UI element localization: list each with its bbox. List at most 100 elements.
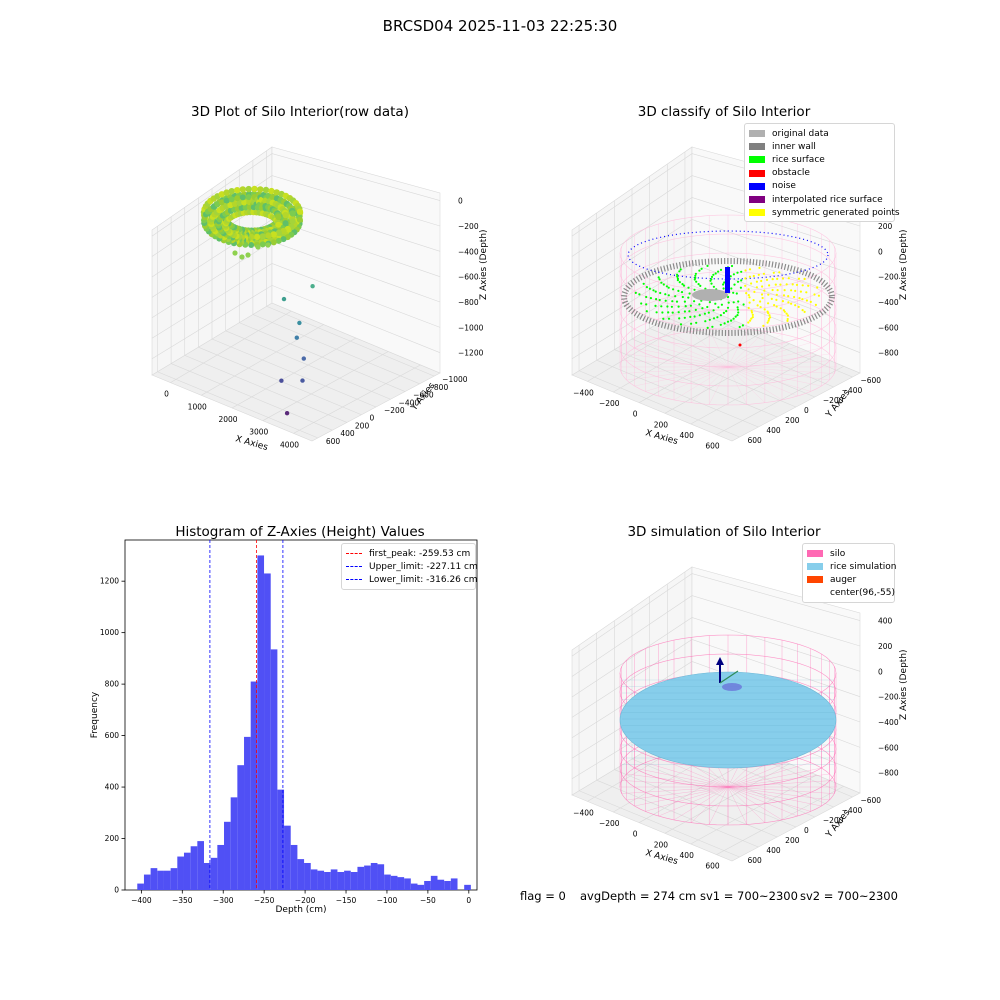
sim-x-tick-label: 0 — [633, 830, 638, 839]
legend-item-obstacle: obstacle — [749, 167, 889, 180]
histogram-bar — [390, 875, 398, 890]
surface-point — [694, 272, 697, 275]
surface-point — [726, 306, 730, 309]
legend-item-silo: silo — [807, 547, 889, 560]
sim-z-tick-label: 200 — [878, 642, 893, 651]
surface-point — [671, 300, 674, 303]
histogram-bar — [217, 844, 225, 890]
surface-point — [683, 310, 686, 313]
sim-silo-spoke — [727, 757, 798, 788]
histogram-x-tick-label: −400 — [131, 896, 152, 905]
raw-y-tick-label: 200 — [355, 421, 370, 430]
surface-point — [763, 308, 766, 311]
cloud-point — [239, 254, 245, 260]
histogram-bars — [137, 555, 471, 891]
surface-point — [747, 306, 750, 310]
surface-point — [771, 278, 774, 281]
surface-point — [781, 277, 785, 280]
surface-point — [712, 317, 716, 320]
histogram-x-tick-label: −350 — [172, 896, 193, 905]
surface-point — [659, 291, 662, 295]
cls-y-tick-label: 0 — [804, 406, 809, 415]
histogram-bar — [190, 846, 198, 890]
cls-z-tick-label: −800 — [878, 349, 899, 358]
histogram-bar — [244, 736, 251, 891]
surface-point — [799, 290, 802, 293]
histogram-bar — [310, 869, 318, 890]
histogram-bar — [417, 884, 425, 890]
original-data-patch — [692, 289, 728, 301]
silo-simulation — [619, 634, 837, 826]
simulation-plot-title: 3D simulation of Silo Interior — [627, 524, 821, 540]
surface-point — [678, 281, 681, 284]
histogram-bar — [257, 555, 265, 890]
sv2-text: sv2 = 700~2300 — [800, 889, 898, 903]
cls-silo-spoke — [727, 366, 811, 392]
cls-silo-spoke — [658, 366, 729, 397]
outlier-point — [294, 335, 299, 340]
surface-point — [676, 273, 679, 276]
histogram-bar — [410, 883, 418, 890]
surface-point — [698, 269, 701, 272]
histogram-bar — [324, 871, 331, 890]
legend-item-lower-limit: Lower_limit: -316.26 cm — [346, 573, 477, 586]
surface-point — [787, 295, 790, 298]
cloud-point — [275, 237, 282, 244]
cloud-point — [245, 185, 252, 193]
sim-z-gridline — [571, 595, 861, 677]
sim-silo-spoke — [727, 786, 783, 821]
surface-point — [694, 274, 697, 277]
histogram-reference-lines — [209, 540, 284, 890]
noise-column — [725, 267, 730, 293]
cloud-point — [275, 213, 282, 220]
surface-point — [667, 294, 670, 297]
raw-z-tick-label: −800 — [458, 298, 479, 307]
sim-y-tick-label: 400 — [766, 846, 781, 855]
surface-point — [738, 325, 741, 329]
rice-simulation-surface — [619, 671, 837, 769]
raw-y-tick-label: −400 — [399, 398, 420, 407]
raw-plot-title: 3D Plot of Silo Interior(row data) — [191, 104, 409, 120]
histogram-bar — [197, 841, 204, 890]
histogram-bar — [177, 856, 184, 890]
histogram-bar — [137, 883, 144, 890]
surface-point — [708, 318, 711, 321]
surface-point — [698, 314, 701, 317]
cloud-point — [231, 201, 238, 207]
cls-silo-spoke — [645, 366, 729, 392]
sim-z-gridline — [571, 573, 861, 657]
simulation-legend: silo rice simulation auger center(96,-55… — [802, 543, 896, 603]
surface-point — [712, 285, 715, 288]
surface-point — [763, 289, 766, 292]
surface-point — [672, 288, 675, 291]
surface-point — [722, 311, 725, 314]
cls-y-tick-label: 200 — [785, 416, 800, 425]
surface-point — [717, 270, 720, 273]
sim-z-tick-label: 0 — [878, 667, 883, 676]
surface-point — [687, 296, 690, 299]
surface-point — [701, 307, 704, 310]
cls-silo-spoke — [727, 366, 830, 381]
surface-point — [688, 292, 691, 295]
raw-y-tick-label: 600 — [326, 437, 341, 446]
histogram-bar — [430, 875, 438, 890]
raw-z-tick-label: −400 — [458, 247, 479, 256]
surface-point — [694, 276, 697, 279]
cls-y-tick-label: −600 — [860, 376, 881, 385]
histogram-bar — [377, 864, 385, 890]
outlier-point — [279, 378, 284, 383]
raw-z-gridline — [151, 263, 441, 339]
surface-point — [677, 289, 680, 292]
cls-silo-spoke — [621, 366, 729, 374]
surface-point — [736, 306, 739, 309]
raw-right-pane — [271, 146, 441, 374]
cloud-point — [223, 197, 230, 204]
surface-point — [744, 277, 747, 280]
surface-point — [664, 293, 667, 296]
cloud-point — [265, 232, 272, 239]
surface-point — [778, 271, 781, 274]
histogram-x-tick-label: −100 — [377, 896, 398, 905]
surface-point — [654, 304, 657, 307]
cls-silo-spoke — [634, 347, 729, 368]
histogram-title: Histogram of Z-Axies (Height) Values — [175, 524, 425, 540]
